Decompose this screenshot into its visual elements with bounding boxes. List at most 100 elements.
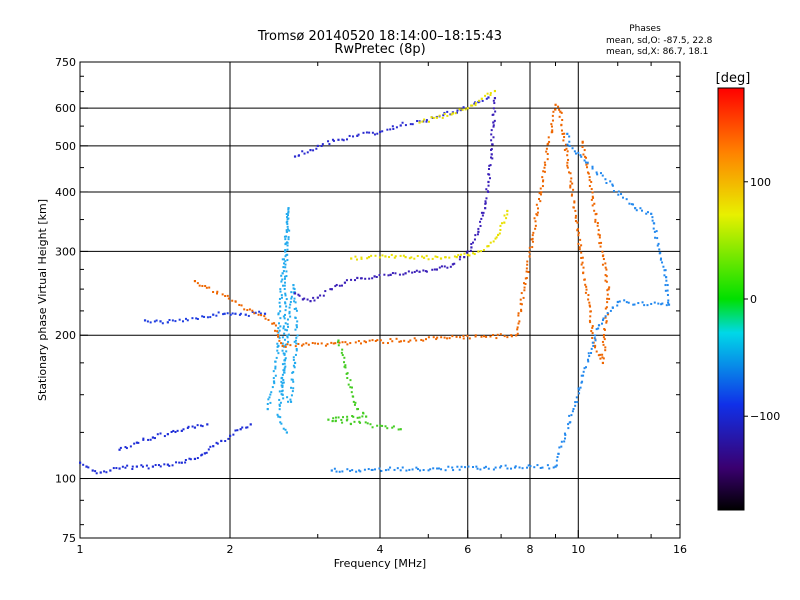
data-point	[581, 261, 584, 264]
data-point	[659, 258, 662, 261]
data-point	[292, 356, 295, 359]
data-point	[407, 340, 410, 343]
data-point	[355, 470, 358, 473]
data-point	[605, 320, 608, 323]
data-point	[85, 465, 88, 468]
data-point	[386, 128, 389, 131]
data-point	[544, 163, 547, 166]
colorbar-tick-label: −100	[750, 410, 780, 423]
data-point	[196, 457, 199, 460]
data-point	[277, 352, 280, 355]
data-point	[297, 342, 300, 345]
data-point	[356, 276, 359, 280]
data-point	[480, 97, 483, 100]
data-point	[351, 415, 354, 418]
data-point	[231, 312, 234, 315]
data-point	[184, 458, 187, 461]
data-point	[492, 125, 495, 128]
data-point	[322, 294, 325, 297]
data-point	[292, 364, 295, 367]
data-point	[278, 408, 281, 411]
data-point	[142, 438, 145, 441]
data-point	[661, 261, 664, 264]
data-point	[271, 322, 274, 325]
data-point	[635, 209, 638, 212]
data-point	[295, 324, 298, 327]
data-point	[460, 465, 463, 468]
data-point	[365, 131, 368, 134]
data-point	[238, 313, 241, 316]
data-point	[285, 350, 288, 353]
data-point	[467, 465, 470, 468]
data-point	[274, 329, 277, 332]
data-point	[362, 131, 365, 134]
data-point	[506, 336, 509, 339]
data-point	[384, 255, 387, 258]
data-point	[295, 326, 298, 329]
data-point	[611, 184, 614, 187]
data-point	[180, 429, 183, 432]
data-point	[293, 300, 296, 303]
data-point	[555, 459, 558, 462]
data-point	[580, 374, 583, 377]
data-point	[551, 130, 554, 133]
data-point	[342, 139, 345, 142]
data-point	[278, 404, 281, 407]
data-point	[163, 435, 166, 438]
data-point	[481, 99, 484, 102]
data-point	[171, 319, 174, 322]
data-point	[337, 344, 340, 347]
data-point	[415, 339, 418, 342]
data-point	[284, 345, 287, 348]
data-point	[484, 200, 487, 203]
data-point	[419, 469, 422, 472]
data-point	[258, 310, 261, 313]
stats-line-x: mean, sd,X: 86.7, 18.1	[606, 47, 708, 57]
data-point	[583, 278, 586, 281]
data-point	[137, 441, 140, 444]
data-point	[182, 428, 185, 431]
data-point	[135, 465, 138, 468]
data-point	[533, 466, 536, 469]
data-point	[224, 295, 227, 298]
data-point	[326, 343, 329, 346]
data-point	[203, 452, 206, 455]
data-point	[278, 301, 281, 304]
data-point	[337, 138, 340, 141]
data-point	[147, 467, 150, 470]
data-point	[215, 441, 218, 444]
data-point	[578, 246, 581, 249]
data-point	[284, 238, 287, 241]
data-point	[374, 468, 377, 471]
data-point	[599, 353, 602, 356]
data-point	[473, 238, 476, 241]
data-point	[458, 258, 461, 261]
data-point	[163, 463, 166, 466]
data-point	[560, 440, 563, 443]
data-point	[630, 203, 633, 206]
data-point	[604, 266, 607, 269]
data-point	[358, 420, 361, 423]
data-point	[285, 305, 288, 308]
data-point	[560, 123, 563, 126]
data-point	[628, 202, 631, 205]
x-tick-label: 16	[673, 543, 687, 556]
data-point	[315, 147, 318, 150]
data-point	[517, 314, 520, 317]
data-point	[373, 275, 376, 278]
data-point	[452, 469, 455, 472]
data-point	[410, 256, 413, 259]
data-point	[462, 334, 465, 337]
data-point	[353, 403, 356, 406]
data-point	[527, 464, 530, 467]
data-point	[486, 92, 489, 95]
y-tick-label: 600	[55, 102, 76, 115]
data-point	[489, 335, 492, 338]
data-point	[338, 341, 341, 344]
data-point	[517, 322, 520, 325]
data-point	[212, 313, 215, 316]
data-point	[523, 282, 526, 285]
data-point	[422, 256, 426, 259]
data-point	[653, 301, 656, 304]
data-point	[427, 336, 430, 339]
